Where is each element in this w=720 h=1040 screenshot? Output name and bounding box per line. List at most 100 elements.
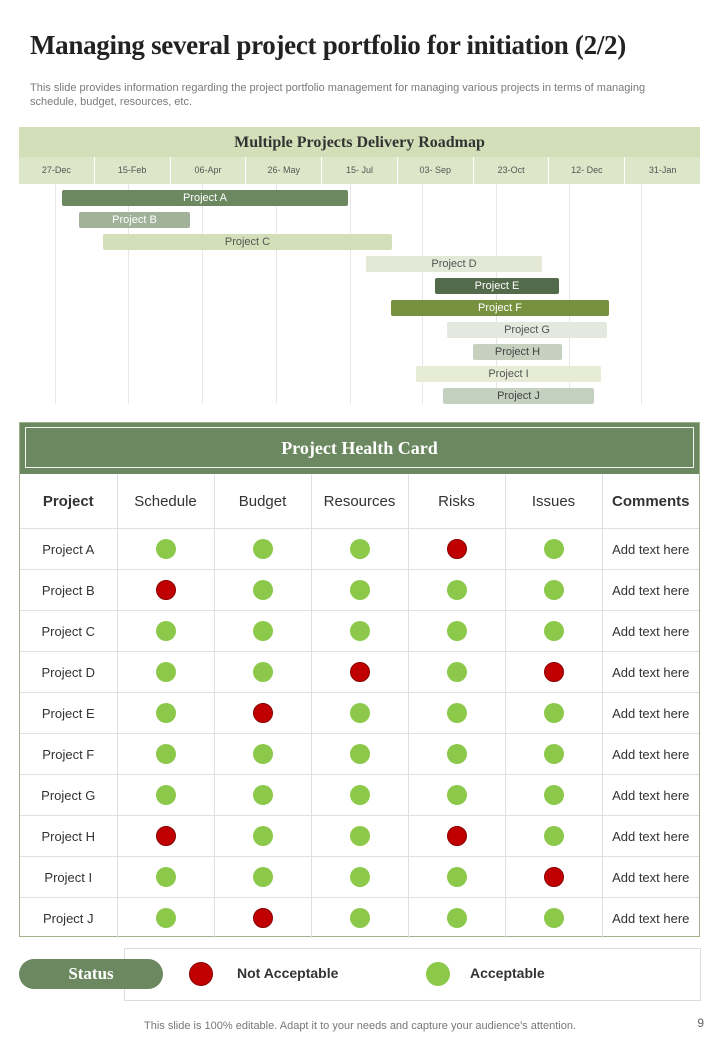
status-cell [408,528,506,570]
column-header: Comments [602,474,699,529]
green-status-dot-icon [252,867,273,887]
green-status-dot-icon [446,908,467,928]
red-status-dot-icon [543,662,564,682]
green-status-dot-icon [155,908,176,928]
roadmap-date: 06-Apr [169,157,246,184]
comment-cell: Add text here [602,856,699,898]
status-cell [214,610,312,652]
green-status-dot-icon [349,703,370,723]
status-label: Status [19,959,163,989]
column-header: Risks [408,474,506,529]
roadmap-gridline [496,184,497,404]
status-cell [214,815,312,857]
status-cell [311,651,409,693]
green-status-dot-icon [252,744,273,764]
health-card-header-row: Project Schedule Budget Resources Risks Issue… [20,474,699,529]
green-status-dot-icon [155,867,176,887]
red-status-dot-icon [252,703,273,723]
status-cell [505,651,603,693]
status-cell [505,610,603,652]
status-cell [408,692,506,734]
green-status-dot-icon [349,744,370,764]
green-status-dot-icon [349,867,370,887]
green-status-dot-icon [543,621,564,641]
status-cell [117,651,215,693]
green-status-dot-icon [446,703,467,723]
page-title: Managing several project portfolio for i… [30,30,626,60]
gantt-bar: Project C [103,234,392,250]
green-status-dot-icon [349,539,370,559]
acceptable-label: Acceptable [470,965,545,981]
gantt-bar: Project I [416,366,601,382]
gantt-bar: Project A [62,190,348,206]
status-cell [311,528,409,570]
project-name-cell: Project J [20,897,118,938]
roadmap-date: 27-Dec [41,165,71,175]
page-number: 9 [697,1016,704,1030]
project-name-cell: Project G [20,774,118,816]
status-cell [117,528,215,570]
status-cell [505,733,603,775]
table-row: Project A Add text here [20,528,699,570]
green-status-dot-icon [446,662,467,682]
table-row: Project G Add text here [20,774,699,816]
project-name-cell: Project B [20,569,118,611]
status-cell [214,897,312,938]
red-status-dot-icon [446,539,467,559]
status-cell [311,692,409,734]
status-cell [505,569,603,611]
green-status-dot-icon [446,867,467,887]
green-status-dot-icon [543,580,564,600]
roadmap-date: 26- May [245,157,321,184]
status-cell [311,569,409,611]
roadmap-date: 31-Jan [624,157,700,184]
status-cell [505,774,603,816]
gantt-bar: Project B [79,212,190,228]
green-status-dot-icon [155,744,176,764]
status-cell [117,569,215,611]
comment-cell: Add text here [602,569,699,611]
project-name-cell: Project E [20,692,118,734]
green-status-dot-icon [252,580,273,600]
green-status-dot-icon [446,785,467,805]
comment-cell: Add text here [602,774,699,816]
status-cell [408,815,506,857]
roadmap-title: Multiple Projects Delivery Roadmap [19,127,700,157]
green-status-dot-icon [446,744,467,764]
status-cell [214,856,312,898]
green-status-dot-icon [349,826,370,846]
red-status-dot-icon [155,826,176,846]
comment-cell: Add text here [602,815,699,857]
status-cell [117,856,215,898]
project-name-cell: Project F [20,733,118,775]
green-status-dot-icon [543,703,564,723]
comment-cell: Add text here [602,610,699,652]
green-status-dot-icon [252,662,273,682]
green-status-dot-icon [349,580,370,600]
gantt-bar: Project E [435,278,559,294]
footer-note: This slide is 100% editable. Adapt it to… [144,1020,576,1032]
project-name-cell: Project A [20,528,118,570]
green-status-dot-icon [252,785,273,805]
gantt-bar: Project D [366,256,542,272]
status-cell [311,733,409,775]
table-row: Project D Add text here [20,651,699,693]
green-status-dot-icon [252,826,273,846]
green-status-dot-icon [155,621,176,641]
status-cell [505,856,603,898]
not-acceptable-dot-icon [189,962,213,986]
green-status-dot-icon [446,621,467,641]
comment-cell: Add text here [602,528,699,570]
table-row: Project B Add text here [20,569,699,611]
roadmap-gridline [641,184,642,404]
green-status-dot-icon [252,539,273,559]
roadmap-date: 15- Jul [321,157,397,184]
roadmap-gridline [350,184,351,404]
green-status-dot-icon [446,580,467,600]
status-cell [214,569,312,611]
status-cell [117,897,215,938]
green-status-dot-icon [252,621,273,641]
roadmap-date: 23-Oct [472,157,549,184]
green-status-dot-icon [543,785,564,805]
project-name-cell: Project C [20,610,118,652]
